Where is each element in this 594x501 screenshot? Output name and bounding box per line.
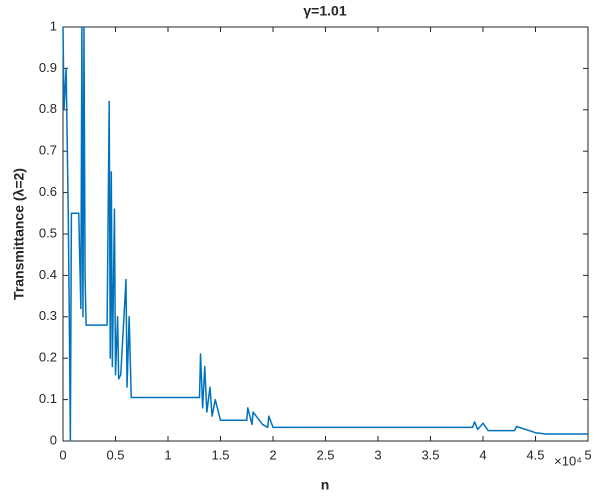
x-tick-label: 3 [374,447,381,462]
y-tick-label: 0.2 [39,350,57,365]
y-tick-label: 0.1 [39,391,57,406]
x-tick-label: 2 [269,447,276,462]
x-tick-label: 5 [584,447,591,462]
x-tick-label: 3.5 [421,447,439,462]
x-tick-label: 1.5 [211,447,229,462]
x-multiplier: ×10⁴ [554,453,582,468]
x-tick-label: 4.5 [526,447,544,462]
chart-title: γ=1.01 [303,3,346,19]
x-tick-label: 4 [479,447,486,462]
y-tick-label: 0.7 [39,143,57,158]
y-axis-label: Transmittance (λ=2) [11,168,27,300]
data-line [62,26,588,442]
x-tick-label: 0.5 [106,447,124,462]
y-tick-label: 0.5 [39,225,57,240]
x-tick-label: 2.5 [316,447,334,462]
x-tick-label: 0 [59,447,66,462]
y-tick-label: 0.3 [39,308,57,323]
y-tick-label: 0.4 [39,267,57,282]
y-tick-label: 0.6 [39,184,57,199]
x-tick-label: 1 [164,447,171,462]
y-tick-label: 1 [50,18,57,33]
x-axis-label: n [321,477,330,493]
y-tick-label: 0.9 [39,60,57,75]
y-tick-label: 0 [50,432,57,447]
y-tick-label: 0.8 [39,101,57,116]
